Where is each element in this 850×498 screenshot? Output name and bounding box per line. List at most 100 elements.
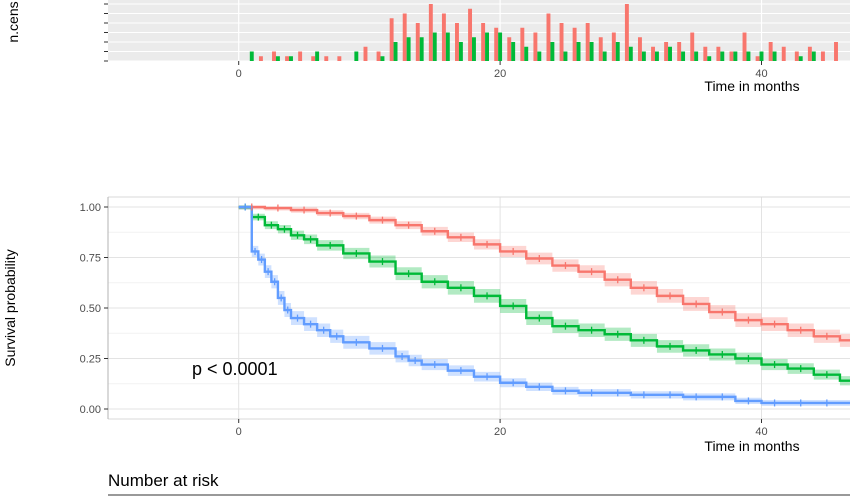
censoring-bar (598, 37, 603, 61)
censoring-bar (485, 32, 489, 61)
censoring-bar (393, 42, 398, 61)
censoring-x-tick-label: 40 (755, 68, 767, 80)
censoring-x-ticks: 0 20 40 (236, 61, 768, 80)
censoring-bar (511, 42, 516, 61)
censoring-bar (794, 51, 799, 61)
censoring-bar (742, 32, 747, 61)
censoring-bar (354, 51, 359, 61)
p-value-annotation: p < 0.0001 (192, 359, 278, 379)
censoring-x-tick-label: 0 (236, 68, 242, 80)
censoring-bar (755, 56, 760, 61)
censoring-bar (389, 18, 394, 61)
censoring-bar (768, 42, 773, 61)
censoring-bar (589, 42, 594, 61)
censoring-bar (651, 46, 655, 61)
censoring-bar (576, 42, 581, 61)
censoring-bar (285, 56, 290, 61)
censoring-bar (641, 51, 646, 61)
censoring-bar (494, 27, 499, 61)
censoring-gridlines (108, 0, 850, 62)
censoring-bar (520, 27, 525, 61)
censoring-bar (746, 51, 751, 61)
censoring-bar (602, 51, 607, 61)
censoring-bar (720, 51, 725, 61)
censoring-bar (311, 56, 316, 61)
censoring-bar (445, 32, 450, 61)
censoring-bar (637, 37, 642, 61)
censoring-bar (441, 13, 446, 61)
censoring-bar (455, 23, 459, 61)
censoring-bar (406, 37, 411, 61)
censoring-bar (324, 56, 329, 61)
censoring-bar (289, 56, 293, 61)
censoring-bar (729, 51, 734, 61)
censoring-bar (419, 37, 424, 61)
censoring-bar (781, 46, 786, 61)
survival-y-tick-label: 0.00 (80, 404, 101, 416)
censor-ticks (244, 203, 828, 407)
censoring-bar (690, 32, 695, 61)
censoring-bar (272, 51, 276, 61)
censoring-bar (402, 13, 407, 61)
survival-panel: 0.00 0.25 0.50 0.75 1.00 0 20 40 p < 0.0001 Su… (2, 196, 850, 454)
censoring-bar (363, 46, 368, 61)
censoring-bar (498, 32, 503, 61)
censoring-bar (563, 51, 568, 61)
survival-gridlines (108, 196, 850, 420)
censoring-x-tick-label: 20 (494, 68, 506, 80)
censoring-bar (733, 51, 738, 61)
censoring-bars (249, 4, 838, 61)
censoring-bar (415, 23, 420, 61)
censoring-bar (668, 46, 672, 61)
censoring-bar (572, 27, 577, 61)
censoring-bar (524, 46, 529, 61)
censoring-bar (458, 42, 463, 61)
censoring-bar (507, 37, 512, 61)
censoring-bar (258, 56, 263, 61)
censoring-panel: 0 20 40 n.cens Time in months (5, 0, 850, 94)
censoring-bar (376, 51, 381, 61)
censoring-bar (481, 23, 486, 61)
censoring-bar (834, 42, 838, 61)
censoring-bar (820, 51, 825, 61)
censoring-bar (628, 46, 633, 61)
censoring-bar (298, 51, 303, 61)
survival-y-axis-title: Survival probability (2, 249, 18, 367)
censoring-bar (249, 51, 254, 61)
censoring-bar (315, 51, 320, 61)
censoring-bar (559, 23, 564, 61)
censoring-bar (585, 23, 590, 61)
censoring-bar (703, 46, 708, 61)
censoring-bar (337, 56, 342, 61)
survival-y-tick-label: 0.50 (80, 303, 101, 315)
censoring-bar (677, 42, 682, 61)
censoring-bar (546, 13, 551, 61)
censoring-bar (681, 51, 686, 61)
survival-y-tick-label: 1.00 (80, 202, 101, 214)
survival-x-tick-label: 0 (236, 426, 242, 438)
censoring-y-ticks (104, 3, 108, 62)
censoring-bar (611, 32, 616, 61)
censoring-bar (772, 51, 777, 61)
survival-y-ticks: 0.00 0.25 0.50 0.75 1.00 (80, 202, 108, 416)
censoring-bar (716, 46, 721, 61)
survival-y-tick-label: 0.25 (80, 354, 101, 366)
censoring-bar (707, 56, 712, 61)
censoring-bar (432, 32, 437, 61)
censoring-bar (654, 51, 659, 61)
censoring-bar (798, 56, 803, 61)
survival-x-ticks: 0 20 40 (236, 419, 768, 438)
survival-curve (238, 205, 850, 342)
survival-x-tick-label: 40 (755, 426, 767, 438)
censoring-bar (615, 42, 620, 61)
censoring-bar (275, 56, 280, 61)
risk-table-title: Number at risk (108, 471, 219, 490)
censoring-bar (759, 51, 764, 61)
censoring-bar (550, 42, 555, 61)
censoring-bar (380, 56, 385, 61)
censoring-bar (533, 32, 538, 61)
confidence-band (238, 207, 850, 347)
censoring-bar (807, 46, 812, 61)
censoring-bar (664, 42, 669, 61)
